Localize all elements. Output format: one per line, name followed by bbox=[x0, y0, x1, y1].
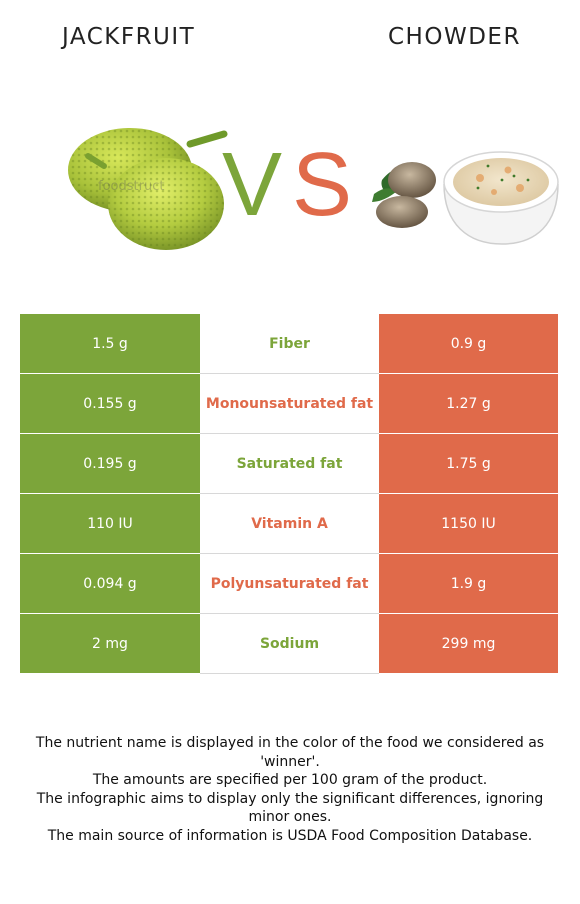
footnote-line: The main source of information is USDA F… bbox=[47, 827, 533, 844]
footnote: The nutrient name is displayed in the co… bbox=[20, 734, 560, 845]
footnote-line: The amounts are specified per 100 gram o… bbox=[92, 772, 488, 788]
chowder-value: 1.75 g bbox=[379, 434, 558, 494]
nutrient-name: Saturated fat bbox=[200, 434, 379, 494]
nutrient-name: Monounsaturated fat bbox=[200, 374, 379, 434]
chowder-value: 1.27 g bbox=[379, 374, 558, 434]
table-row: 0.195 g Saturated fat 1.75 g bbox=[20, 434, 558, 494]
chowder-value: 1.9 g bbox=[379, 554, 558, 614]
chowder-value: 0.9 g bbox=[379, 314, 558, 374]
jackfruit-value: 0.094 g bbox=[20, 554, 200, 614]
nutrient-name: Polyunsaturated fat bbox=[200, 554, 379, 614]
table-row: 1.5 g Fiber 0.9 g bbox=[20, 314, 558, 374]
jackfruit-value: 2 mg bbox=[20, 614, 200, 674]
watermark: foodstruct bbox=[98, 179, 164, 194]
table-row: 0.094 g Polyunsaturated fat 1.9 g bbox=[20, 554, 558, 614]
food-title-right: CHOWDER bbox=[388, 24, 521, 50]
table-row: 0.155 g Monounsaturated fat 1.27 g bbox=[20, 374, 558, 434]
nutrient-comparison-table: 1.5 g Fiber 0.9 g 0.155 g Monounsaturated fa… bbox=[20, 314, 558, 674]
chowder-value: 299 mg bbox=[379, 614, 558, 674]
table-row: 2 mg Sodium 299 mg bbox=[20, 614, 558, 674]
chowder-value: 1150 IU bbox=[379, 494, 558, 554]
food-title-left: JACKFRUIT bbox=[62, 24, 196, 50]
jackfruit-image: foodstruct bbox=[68, 128, 228, 250]
footnote-line: The infographic aims to display only the… bbox=[36, 790, 544, 826]
chowder-image bbox=[372, 151, 559, 245]
jackfruit-value: 110 IU bbox=[20, 494, 200, 554]
jackfruit-value: 0.195 g bbox=[20, 434, 200, 494]
vs-letter-v: V bbox=[222, 135, 283, 235]
nutrient-name: Fiber bbox=[200, 314, 379, 374]
table-row: 110 IU Vitamin A 1150 IU bbox=[20, 494, 558, 554]
vs-letter-s: S bbox=[292, 135, 353, 235]
footnote-line: The nutrient name is displayed in the co… bbox=[35, 735, 545, 770]
jackfruit-value: 1.5 g bbox=[20, 314, 200, 374]
nutrient-name: Sodium bbox=[200, 614, 379, 674]
nutrient-name: Vitamin A bbox=[200, 494, 379, 554]
jackfruit-value: 0.155 g bbox=[20, 374, 200, 434]
